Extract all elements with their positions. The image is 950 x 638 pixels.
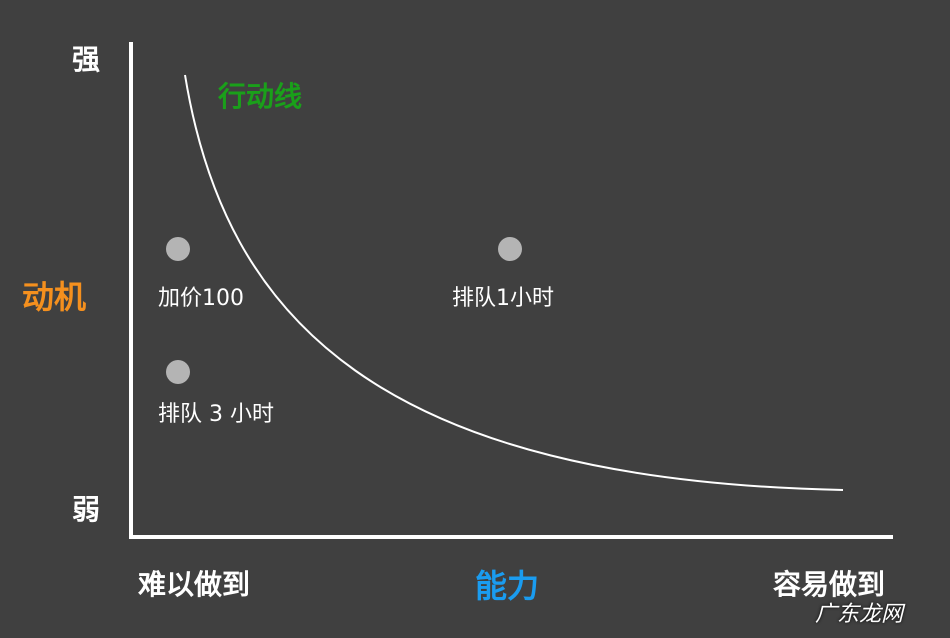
point-queue-3h: [166, 360, 190, 384]
point-label: 排队1小时: [452, 286, 554, 311]
y-axis-bottom-label: 弱: [72, 493, 101, 526]
y-axis-title: 动机: [22, 278, 87, 316]
x-axis-left-label: 难以做到: [138, 568, 251, 601]
x-axis-right-label: 容易做到: [773, 568, 886, 601]
watermark: 广东龙网: [815, 602, 904, 627]
action-line-curve: [184, 74, 844, 491]
x-axis-title: 能力: [475, 567, 540, 605]
point-queue-1h: [498, 237, 522, 261]
point-label: 排队 3 小时: [158, 402, 274, 427]
point-label: 加价100: [158, 286, 244, 311]
point-markup-100: [166, 237, 190, 261]
y-axis-top-label: 强: [72, 43, 101, 76]
curve-label: 行动线: [218, 80, 303, 113]
